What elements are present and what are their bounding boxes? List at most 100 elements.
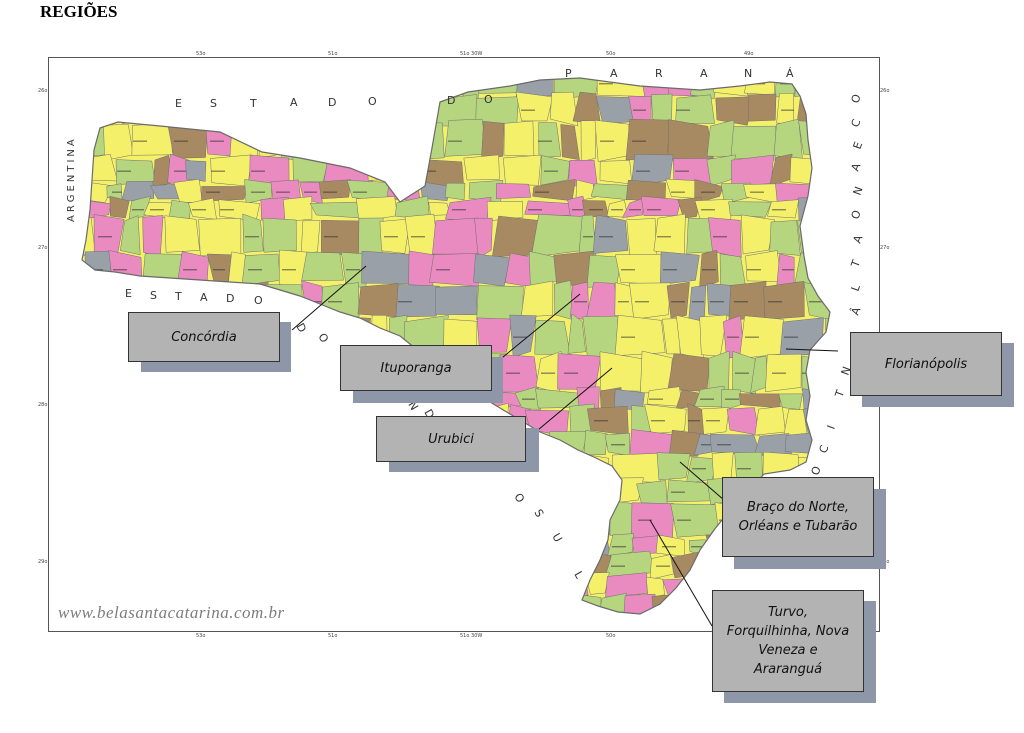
municipality-cell bbox=[569, 502, 616, 536]
coordinate-label: 27o bbox=[880, 245, 889, 251]
municipality-cell bbox=[327, 553, 363, 577]
place-name-mark bbox=[448, 140, 462, 142]
municipality-cell bbox=[392, 121, 413, 161]
municipality-cell bbox=[153, 92, 189, 121]
place-name-mark bbox=[635, 301, 649, 303]
municipality-cell bbox=[205, 119, 233, 157]
municipality-cell bbox=[255, 407, 284, 437]
place-name-mark bbox=[644, 83, 658, 85]
municipality-cell bbox=[401, 575, 443, 600]
place-name-mark bbox=[782, 269, 794, 271]
municipality-cell bbox=[282, 405, 320, 436]
border-letter: A bbox=[851, 233, 866, 245]
place-name-mark bbox=[390, 491, 404, 493]
border-letter: A bbox=[849, 161, 864, 173]
municipality-cell bbox=[578, 214, 597, 257]
municipality-cell bbox=[185, 160, 207, 182]
place-name-mark bbox=[111, 444, 125, 446]
place-name-mark bbox=[612, 546, 626, 548]
municipality-cell bbox=[217, 431, 238, 459]
place-name-mark bbox=[691, 546, 705, 548]
coordinate-label: 51o 30W bbox=[460, 51, 482, 57]
place-name-mark bbox=[727, 336, 739, 338]
callout-turvo: Turvo, Forquilhinha, Nova Veneza e Arara… bbox=[712, 590, 864, 692]
place-name-mark bbox=[276, 372, 290, 374]
leader-line-ituporanga bbox=[491, 293, 581, 367]
municipality-cell bbox=[728, 201, 772, 218]
place-name-mark bbox=[611, 565, 625, 567]
place-name-mark bbox=[117, 170, 131, 172]
place-name-mark bbox=[515, 586, 529, 588]
municipality-cell bbox=[358, 217, 384, 257]
place-name-mark bbox=[353, 191, 367, 193]
place-name-mark bbox=[174, 140, 188, 142]
municipality-cell bbox=[365, 504, 401, 537]
municipality-cell bbox=[140, 533, 167, 559]
border-letter: E bbox=[125, 287, 132, 300]
municipality-cell bbox=[380, 572, 409, 598]
municipality-cell bbox=[575, 179, 596, 202]
municipality-cell bbox=[626, 218, 657, 257]
place-name-mark bbox=[642, 634, 656, 635]
municipality-cell bbox=[568, 479, 602, 503]
place-name-mark bbox=[692, 301, 704, 303]
place-name-mark bbox=[675, 170, 689, 172]
page-title: REGIÕES bbox=[40, 2, 118, 21]
municipality-cell bbox=[160, 454, 181, 480]
place-name-mark bbox=[125, 109, 139, 111]
municipality-cell bbox=[776, 93, 795, 124]
municipality-cell bbox=[395, 284, 440, 318]
municipality-cell bbox=[235, 430, 284, 456]
place-name-mark bbox=[713, 236, 727, 238]
municipality-cell bbox=[496, 554, 523, 576]
place-name-mark bbox=[599, 83, 613, 85]
municipality-cell bbox=[280, 430, 316, 455]
place-name-mark bbox=[692, 468, 706, 470]
municipality-cell bbox=[82, 452, 104, 483]
municipality-cell bbox=[296, 534, 331, 556]
municipality-cell bbox=[817, 78, 830, 98]
coordinate-label: 27o bbox=[38, 245, 47, 251]
coordinate-label: 26o bbox=[38, 88, 47, 94]
place-name-mark bbox=[140, 83, 154, 85]
place-name-mark bbox=[109, 586, 123, 588]
municipality-cell bbox=[656, 452, 691, 481]
municipality-cell bbox=[463, 533, 498, 558]
place-name-mark bbox=[804, 586, 818, 588]
municipality-cell bbox=[149, 183, 179, 200]
municipality-cell bbox=[599, 351, 643, 392]
municipality-cell bbox=[726, 407, 760, 436]
municipality-cell bbox=[199, 451, 224, 483]
place-name-mark bbox=[384, 236, 398, 238]
border-letter: D bbox=[447, 94, 455, 107]
municipality-cell bbox=[439, 572, 470, 601]
municipality-cell bbox=[367, 159, 388, 181]
municipality-cell bbox=[409, 535, 429, 557]
municipality-cell bbox=[776, 253, 795, 288]
place-name-mark bbox=[183, 468, 195, 470]
municipality-cell bbox=[557, 353, 602, 390]
border-letter: N bbox=[744, 67, 752, 80]
municipality-cell bbox=[348, 576, 380, 596]
municipality-cell bbox=[82, 535, 105, 558]
place-name-mark bbox=[671, 491, 685, 493]
municipality-cell bbox=[279, 119, 321, 160]
municipality-cell bbox=[444, 118, 488, 157]
municipality-cell bbox=[193, 476, 232, 506]
municipality-cell bbox=[444, 182, 466, 201]
municipality-cell bbox=[109, 195, 130, 219]
place-name-mark bbox=[328, 301, 342, 303]
municipality-cell bbox=[151, 393, 172, 410]
municipality-cell bbox=[659, 251, 700, 285]
place-name-mark bbox=[183, 269, 197, 271]
place-name-mark bbox=[405, 519, 419, 521]
border-letter: O bbox=[484, 93, 493, 106]
municipality-cell bbox=[310, 574, 348, 599]
municipality-cell bbox=[315, 593, 339, 614]
municipality-cell bbox=[763, 280, 805, 320]
municipality-cell bbox=[505, 500, 535, 539]
state-outline bbox=[81, 77, 831, 615]
municipality-cell bbox=[103, 572, 148, 600]
municipality-cell bbox=[82, 555, 113, 580]
